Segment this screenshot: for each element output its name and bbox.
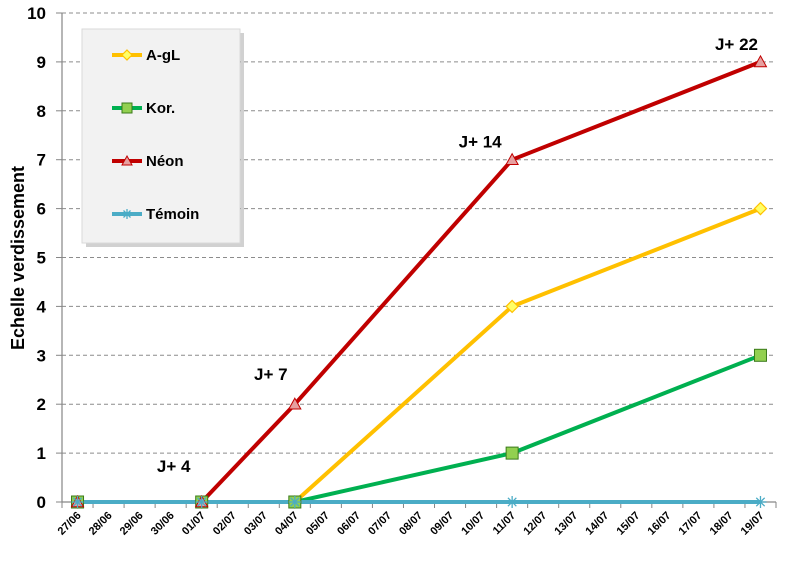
series-layer [70,54,768,509]
legend-label: A-gL [146,47,180,64]
data-point [71,496,84,508]
annotation-label: J+ 7 [254,365,288,384]
data-point [121,49,133,61]
legend-label: Témoin [146,206,199,223]
data-point [122,209,132,219]
y-axis-label: Echelle verdissement [8,166,28,350]
legend: A-gL Kor. Néon Témoin [81,28,244,247]
data-point [753,54,768,68]
data-point [505,299,519,314]
y-tick-label: 5 [37,249,46,268]
legend-label: Kor. [146,100,175,117]
data-point [506,496,519,508]
y-tick-label: 7 [37,151,46,170]
y-tick-label: 9 [37,53,46,72]
x-tick-label: 03/07 [242,510,270,538]
x-tick-label: 28/06 [87,510,115,538]
y-tick-label: 8 [37,102,46,121]
data-point [505,152,519,165]
annotation-label: J+ 4 [157,457,191,476]
x-tick-label: 18/07 [708,510,736,538]
series-line [77,353,762,504]
y-tick-label: 6 [37,200,46,219]
x-tick-label: 13/07 [552,510,580,538]
x-tick-label: 10/07 [459,510,487,538]
x-tick-label: 14/07 [583,510,611,538]
x-tick-label: 01/07 [180,510,208,538]
x-tick-label: 19/07 [739,510,767,538]
x-tick-label: 30/06 [149,510,177,538]
y-tick-label: 0 [37,493,46,512]
data-point [505,446,519,460]
x-tick-label: 02/07 [211,510,239,538]
x-tick-label: 11/07 [491,510,519,538]
y-tick-label: 1 [37,444,46,463]
x-tick-label: 07/07 [366,510,394,538]
data-point [195,496,208,508]
annotation-label: J+ 22 [715,35,758,54]
y-tick-label: 10 [27,4,46,23]
x-tick-label: 17/07 [677,510,705,538]
data-point [754,496,767,508]
x-tick-label: 15/07 [614,510,642,538]
x-tick-label: 12/07 [521,510,549,538]
data-point [121,154,133,166]
x-tick-label: 09/07 [428,510,456,538]
annotation-label: J+ 14 [459,133,503,152]
data-point [287,397,302,410]
x-tick-label: 16/07 [646,510,674,538]
legend-box [81,28,241,244]
y-tick-label: 3 [37,346,46,365]
data-point [753,348,767,362]
data-point [288,496,301,508]
x-tick-label: 27/06 [56,510,84,538]
x-tick-label: 06/07 [335,510,363,538]
data-point [753,201,768,216]
x-tick-label: 05/07 [304,510,332,538]
data-point [121,102,133,114]
x-tick-label: 08/07 [397,510,425,538]
y-tick-label: 2 [37,395,46,414]
x-tick-label: 04/07 [273,510,301,538]
annotations: J+ 4 J+ 7 J+ 14 J+ 22 [157,35,758,476]
x-tick-label: 29/06 [118,510,146,538]
legend-label: Néon [146,153,184,170]
y-tick-label: 4 [37,297,47,316]
